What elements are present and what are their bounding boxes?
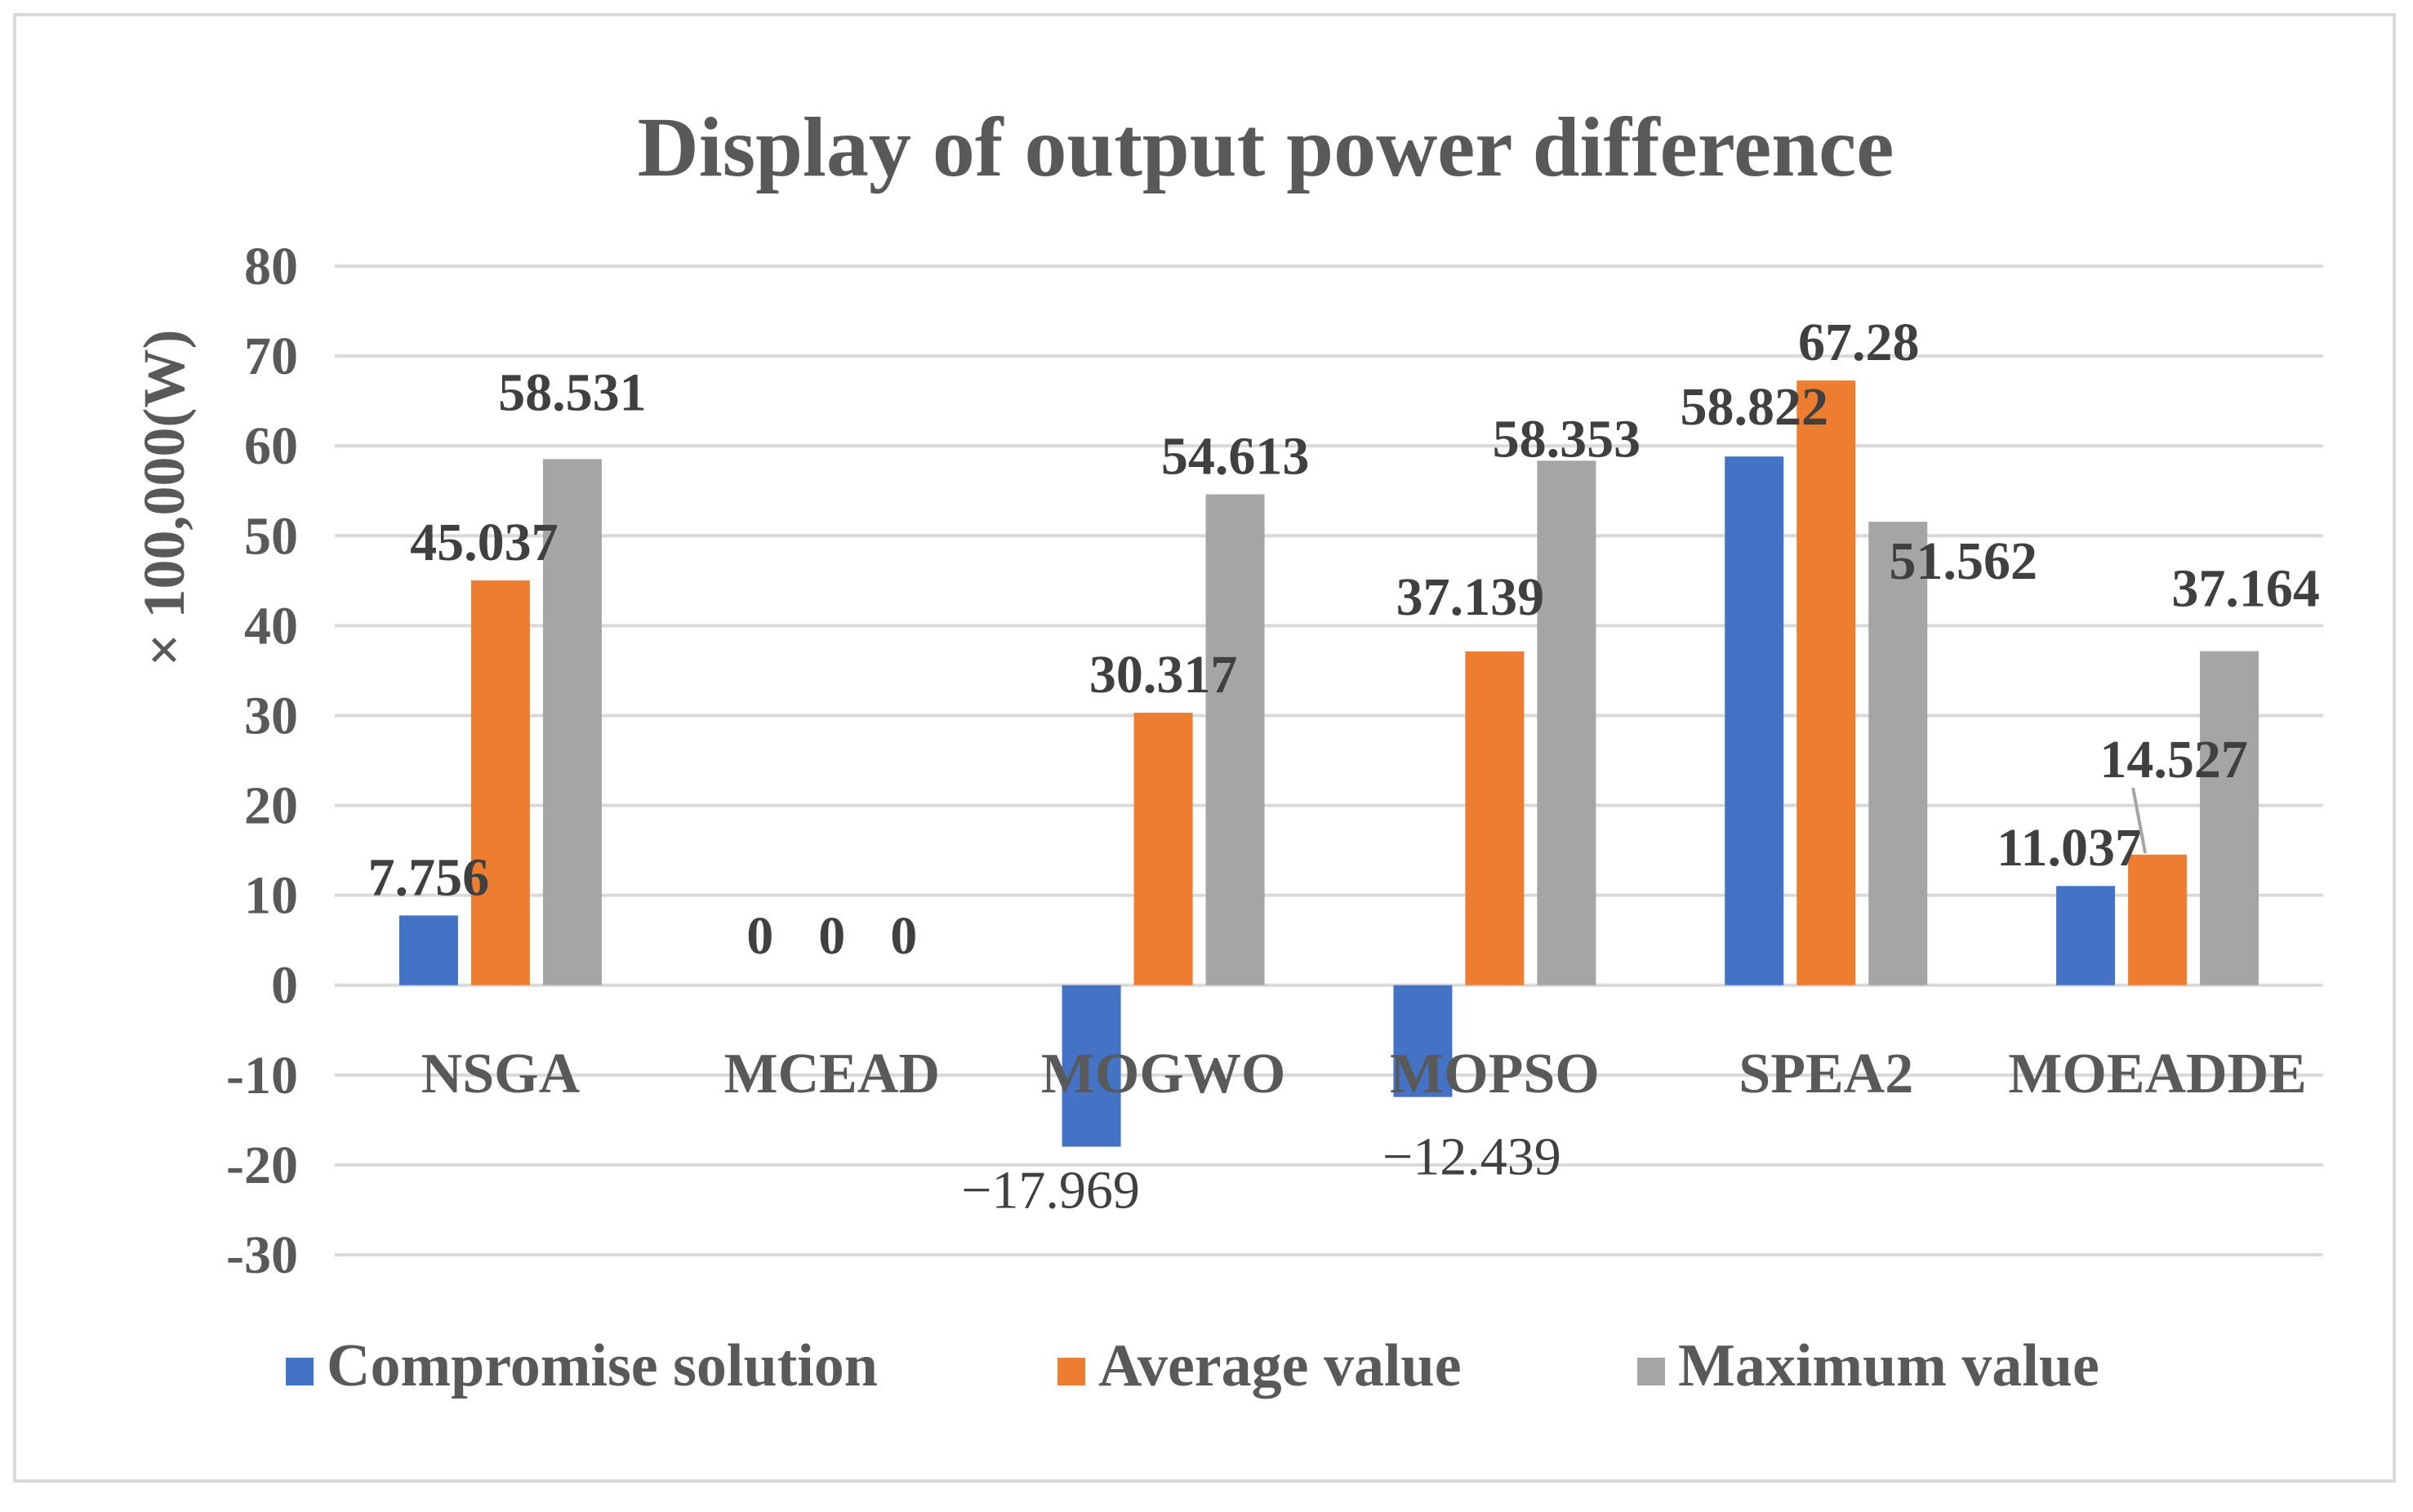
bar-chart: Display of output power difference 80 70 6… xyxy=(131,100,2323,1399)
y-tick-label: 40 xyxy=(244,596,298,656)
bar xyxy=(1465,651,1525,985)
y-axis-label: × 100,000(W) xyxy=(131,330,197,667)
data-label: 58.353 xyxy=(1493,409,1641,469)
legend-swatch xyxy=(1637,1358,1665,1385)
y-tick-label: 20 xyxy=(244,776,298,836)
x-axis-categories: NSGA MCEAD MOGWO MOPSO SPEA2 MOEADDE xyxy=(421,1043,2307,1105)
data-label: 37.139 xyxy=(1396,567,1545,627)
y-tick-label: 70 xyxy=(244,327,298,386)
legend-label: Average value xyxy=(1098,1332,1462,1399)
x-category-label: MCEAD xyxy=(724,1043,940,1105)
y-tick-label: 60 xyxy=(244,416,298,476)
data-label: 14.527 xyxy=(2099,730,2248,789)
legend-label: Maximum value xyxy=(1678,1332,2099,1399)
bar xyxy=(542,459,602,985)
y-tick-label: -10 xyxy=(226,1046,298,1105)
data-label: 51.562 xyxy=(1890,531,2038,591)
bar xyxy=(1796,380,1856,985)
legend-item[interactable]: Maximum value xyxy=(1637,1332,2099,1399)
legend-item[interactable]: Compromise solution xyxy=(286,1332,878,1399)
data-label: 37.164 xyxy=(2171,559,2320,619)
legend-swatch xyxy=(1057,1358,1085,1385)
data-label: −17.969 xyxy=(961,1161,1140,1221)
data-label: 45.037 xyxy=(410,513,559,572)
leader-line xyxy=(2131,787,2148,854)
legend-item[interactable]: Average value xyxy=(1057,1332,1462,1399)
x-category-label: NSGA xyxy=(421,1043,581,1105)
x-category-label: MOPSO xyxy=(1390,1043,1600,1105)
x-category-label: MOEADDE xyxy=(2008,1043,2307,1105)
bar xyxy=(1868,522,1928,985)
data-label: 67.28 xyxy=(1798,313,1920,372)
y-tick-label: 0 xyxy=(271,956,298,1016)
x-category-label: SPEA2 xyxy=(1739,1043,1913,1105)
data-label: 11.037 xyxy=(1997,818,2142,878)
legend[interactable]: Compromise solution Average value Maximum … xyxy=(286,1332,2099,1399)
bar xyxy=(470,580,530,985)
bar xyxy=(2200,651,2259,985)
data-label: 30.317 xyxy=(1089,645,1238,705)
y-tick-label: 10 xyxy=(244,866,298,926)
x-category-label: MOGWO xyxy=(1041,1043,1285,1105)
y-tick-label: -30 xyxy=(226,1225,298,1285)
legend-swatch xyxy=(286,1358,314,1385)
bar xyxy=(1062,985,1121,1147)
bar xyxy=(1205,494,1265,985)
bar xyxy=(398,915,458,985)
data-label: 54.613 xyxy=(1161,426,1310,486)
data-label: 0 xyxy=(890,906,917,966)
data-label: −12.439 xyxy=(1382,1127,1561,1187)
bar xyxy=(1537,460,1596,985)
bar xyxy=(1133,712,1193,985)
data-label: 7.756 xyxy=(368,847,490,907)
data-labels: 7.756 0 −17.969 −12.439 58.822 11.037 45.037 0 3… xyxy=(368,313,2320,1221)
y-axis-ticks: 80 70 60 50 40 30 20 10 0 -10 -20 -30 xyxy=(226,237,298,1285)
data-label: 58.531 xyxy=(498,362,647,422)
chart-frame: Display of output power difference 80 70 6… xyxy=(13,13,2396,1483)
y-tick-label: 80 xyxy=(244,237,298,296)
y-tick-label: -20 xyxy=(226,1136,298,1195)
data-label: 0 xyxy=(818,906,845,966)
legend-label: Compromise solution xyxy=(327,1332,878,1399)
bar xyxy=(2056,886,2116,985)
bar xyxy=(1725,456,1784,985)
bar xyxy=(2128,854,2188,985)
gridlines xyxy=(335,265,2323,1256)
bars xyxy=(398,380,2259,1147)
data-label: 0 xyxy=(746,906,773,966)
data-label: 58.822 xyxy=(1681,377,1829,437)
chart-title: Display of output power difference xyxy=(638,100,1894,194)
y-tick-label: 30 xyxy=(244,686,298,745)
bar xyxy=(1393,985,1453,1097)
y-tick-label: 50 xyxy=(244,506,298,566)
